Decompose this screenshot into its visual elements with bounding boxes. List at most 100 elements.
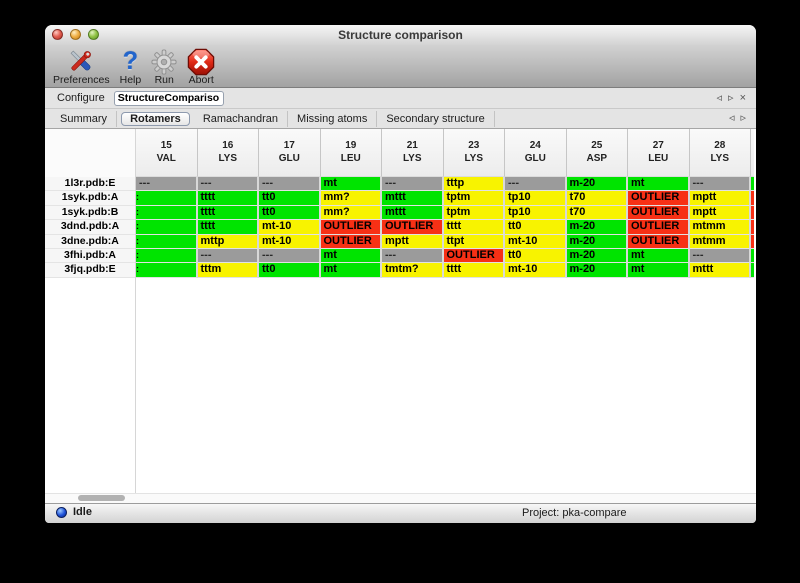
rotamer-cell[interactable]: mt (628, 248, 690, 264)
row-label[interactable]: 3dnd.pdb:A (45, 220, 135, 235)
run-button[interactable]: Run (151, 48, 177, 86)
rotamer-cell[interactable]: mttt (382, 205, 444, 221)
rotamer-cell[interactable]: mtmm (689, 220, 751, 235)
row-label[interactable]: 3fhi.pdb:A (45, 248, 135, 264)
abort-button[interactable]: Abort (187, 48, 215, 86)
rotamer-cell[interactable]: mt (320, 263, 382, 278)
rotamer-cell[interactable]: --- (197, 177, 259, 192)
rotamer-cell[interactable]: mtmm (689, 234, 751, 249)
column-header-15[interactable]: 15 VAL (136, 129, 198, 177)
rotamer-cell[interactable]: OUTLIER (320, 220, 382, 235)
rotamer-cell[interactable]: --- (382, 177, 444, 192)
rotamer-cell[interactable]: m-20 (566, 234, 628, 249)
configure-name-input[interactable] (113, 90, 224, 106)
rotamer-cell[interactable]: mttt (689, 263, 751, 278)
rotamer-cell[interactable]: tttp (443, 177, 505, 192)
scrollbar-thumb[interactable] (78, 495, 125, 501)
rotamer-cell[interactable]: mt-10 (505, 263, 567, 278)
tab-rotamers[interactable]: Rotamers (121, 111, 190, 126)
rotamer-cell[interactable]: : (136, 220, 198, 235)
rotamer-cell[interactable]: mptt (689, 205, 751, 221)
rotamer-cell[interactable]: tmtm? (382, 263, 444, 278)
tab-summary[interactable]: Summary (51, 110, 118, 127)
column-header-28[interactable]: 28 LYS (689, 129, 751, 177)
rotamer-cell[interactable]: OUTLIER (628, 234, 690, 249)
rotamer-cell[interactable]: OUTLIER (320, 234, 382, 249)
rotamer-cell[interactable]: --- (259, 177, 321, 192)
rotamer-cell[interactable]: tt0 (505, 248, 567, 264)
close-config-icon[interactable]: × (739, 92, 746, 104)
row-label[interactable]: 3fjq.pdb:E (45, 263, 135, 278)
rotamer-cell[interactable]: tt0 (259, 205, 321, 221)
rotamer-cell[interactable]: tp10 (505, 205, 567, 221)
rotamer-cell[interactable]: : (136, 248, 198, 264)
rotamer-cell[interactable]: mm? (320, 205, 382, 221)
column-header-21[interactable]: 21 LYS (382, 129, 444, 177)
rotamer-cell[interactable]: mt (628, 177, 690, 192)
rotamer-cell[interactable]: : (136, 191, 198, 206)
column-header-19[interactable]: 19 LEU (320, 129, 382, 177)
minimize-window-button[interactable] (70, 29, 81, 40)
rotamer-cell[interactable]: ttpt (443, 234, 505, 249)
rotamer-cell[interactable]: m-20 (566, 263, 628, 278)
rotamer-cell[interactable]: --- (689, 177, 751, 192)
column-header-24[interactable]: 24 GLU (505, 129, 567, 177)
rotamer-cell[interactable]: mptt (689, 191, 751, 206)
column-header-17[interactable]: 17 GLU (259, 129, 321, 177)
rotamer-cell[interactable]: t70 (566, 205, 628, 221)
previous-config-icon[interactable]: ◃ (716, 92, 723, 104)
next-config-icon[interactable]: ▹ (728, 92, 734, 104)
rotamer-cell[interactable]: mttt (382, 191, 444, 206)
rotamer-cell[interactable]: tt0 (505, 220, 567, 235)
column-header-25[interactable]: 25 ASP (566, 129, 628, 177)
rotamer-cell[interactable]: mt (320, 248, 382, 264)
rotamer-cell[interactable]: tt0 (259, 263, 321, 278)
rotamer-cell[interactable]: : (136, 234, 198, 249)
rotamer-cell[interactable]: --- (382, 248, 444, 264)
rotamer-cell[interactable]: : (136, 263, 198, 278)
rotamer-cell[interactable]: mt-10 (259, 220, 321, 235)
rotamer-cell[interactable]: mm? (320, 191, 382, 206)
horizontal-scrollbar[interactable] (45, 493, 756, 503)
preferences-button[interactable]: Preferences (53, 48, 110, 86)
rotamer-cell[interactable]: : (136, 205, 198, 221)
tab-missing-atoms[interactable]: Missing atoms (288, 110, 378, 127)
row-label[interactable]: 1syk.pdb:B (45, 205, 135, 221)
rotamer-cell[interactable]: tptm (443, 205, 505, 221)
rotamer-cell[interactable]: mptt (382, 234, 444, 249)
rotamer-cell[interactable]: --- (505, 177, 567, 192)
rotamer-cell[interactable]: --- (259, 248, 321, 264)
rotamer-cell[interactable]: tp10 (505, 191, 567, 206)
close-window-button[interactable] (52, 29, 63, 40)
title-bar[interactable]: Structure comparison (45, 25, 756, 45)
row-label[interactable]: 1syk.pdb:A (45, 191, 135, 206)
column-header-23[interactable]: 23 LYS (443, 129, 505, 177)
rotamer-cell[interactable]: tttt (197, 205, 259, 221)
rotamer-cell[interactable]: mt (320, 177, 382, 192)
rotamer-cell[interactable]: t70 (566, 191, 628, 206)
rotamer-cell[interactable]: tptm (443, 191, 505, 206)
rotamer-cell[interactable]: mttp (197, 234, 259, 249)
tab-secondary-structure[interactable]: Secondary structure (377, 110, 495, 127)
rotamer-cell[interactable]: OUTLIER (628, 220, 690, 235)
zoom-window-button[interactable] (88, 29, 99, 40)
rotamer-cell[interactable]: mt-10 (259, 234, 321, 249)
rotamer-cell[interactable]: OUTLIER (382, 220, 444, 235)
rotamer-cell[interactable]: mt (628, 263, 690, 278)
rotamer-cell[interactable]: m-20 (566, 248, 628, 264)
rotamer-cell[interactable]: OUTLIER (628, 205, 690, 221)
rotamer-cell[interactable]: --- (136, 177, 198, 192)
tab-ramachandran[interactable]: Ramachandran (194, 110, 289, 127)
rotamer-cell[interactable]: --- (197, 248, 259, 264)
rotamer-cell[interactable]: OUTLIER (443, 248, 505, 264)
column-header-16[interactable]: 16 LYS (197, 129, 259, 177)
rotamer-cell[interactable]: tttt (197, 220, 259, 235)
help-button[interactable]: ? Help (120, 48, 142, 87)
rotamer-cell[interactable]: mt-10 (505, 234, 567, 249)
row-label[interactable]: 3dne.pdb:A (45, 234, 135, 249)
rotamer-cell[interactable]: m-20 (566, 177, 628, 192)
column-header-27[interactable]: 27 LEU (628, 129, 690, 177)
rotamer-cell[interactable]: tttt (443, 220, 505, 235)
rotamer-cell[interactable]: tttt (443, 263, 505, 278)
rotamer-cell[interactable]: tttm (197, 263, 259, 278)
